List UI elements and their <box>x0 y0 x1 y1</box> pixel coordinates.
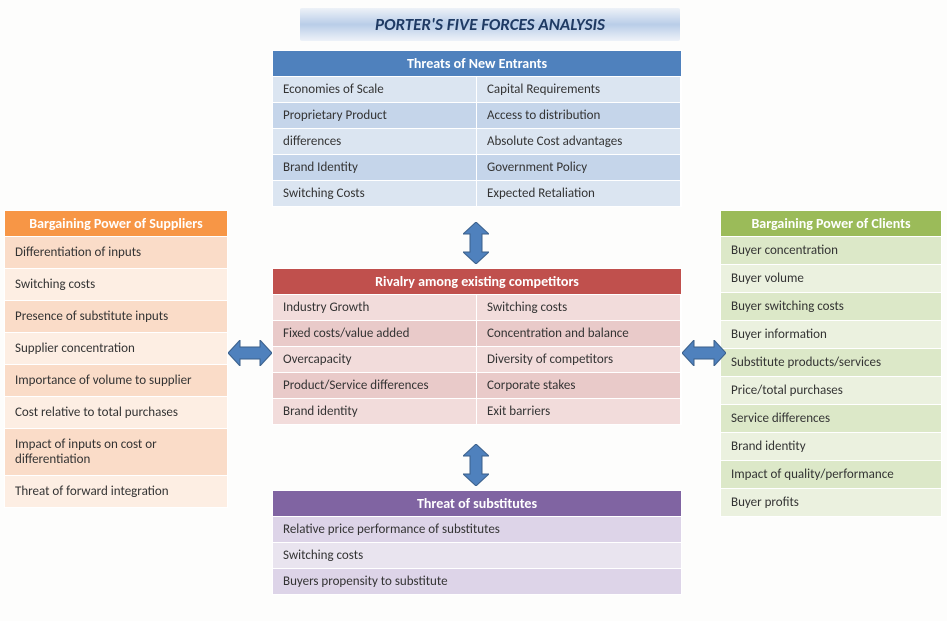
entrants-box: Threats of New Entrants Economies of Sca… <box>272 50 682 207</box>
list-item: Brand identity <box>273 398 477 424</box>
list-item: Supplier concentration <box>5 332 227 364</box>
list-item: Threat of forward integration <box>5 475 227 507</box>
rivalry-right-col: Switching costs Concentration and balanc… <box>477 294 681 424</box>
list-item: Economies of Scale <box>273 76 477 102</box>
list-item: Proprietary Product <box>273 102 477 128</box>
list-item: Industry Growth <box>273 294 477 320</box>
list-item: Fixed costs/value added <box>273 320 477 346</box>
list-item: Buyer concentration <box>721 236 941 264</box>
list-item: Substitute products/services <box>721 348 941 376</box>
list-item: Switching costs <box>5 268 227 300</box>
list-item: differences <box>273 128 477 154</box>
rivalry-header: Rivalry among existing competitors <box>273 269 681 294</box>
list-item: Buyer profits <box>721 488 941 516</box>
list-item: Buyer volume <box>721 264 941 292</box>
list-item: Government Policy <box>477 154 681 180</box>
arrow-right-icon <box>228 340 272 366</box>
substitutes-box: Threat of substitutes Relative price per… <box>272 490 682 595</box>
list-item: Concentration and balance <box>477 320 681 346</box>
suppliers-header: Bargaining Power of Suppliers <box>5 211 227 236</box>
list-item: Switching costs <box>477 294 681 320</box>
arrow-down-icon <box>463 444 489 486</box>
entrants-right-col: Capital Requirements Access to distribut… <box>477 76 681 206</box>
list-item: Exit barriers <box>477 398 681 424</box>
list-item: Buyer information <box>721 320 941 348</box>
suppliers-box: Bargaining Power of Suppliers Differenti… <box>4 210 228 508</box>
arrow-right-icon <box>682 340 726 366</box>
list-item: Price/total purchases <box>721 376 941 404</box>
list-item: Service differences <box>721 404 941 432</box>
list-item: Switching costs <box>273 542 681 568</box>
list-item: Capital Requirements <box>477 76 681 102</box>
list-item: Buyer switching costs <box>721 292 941 320</box>
list-item: Product/Service differences <box>273 372 477 398</box>
rivalry-box: Rivalry among existing competitors Indus… <box>272 268 682 425</box>
entrants-header: Threats of New Entrants <box>273 51 681 76</box>
list-item: Relative price performance of substitute… <box>273 516 681 542</box>
list-item: Diversity of competitors <box>477 346 681 372</box>
list-item: Switching Costs <box>273 180 477 206</box>
list-item: Brand Identity <box>273 154 477 180</box>
clients-box: Bargaining Power of Clients Buyer concen… <box>720 210 942 517</box>
list-item: Buyers propensity to substitute <box>273 568 681 594</box>
list-item: Cost relative to total purchases <box>5 396 227 428</box>
list-item: Presence of substitute inputs <box>5 300 227 332</box>
list-item: Corporate stakes <box>477 372 681 398</box>
entrants-left-col: Economies of Scale Proprietary Product d… <box>273 76 477 206</box>
list-item: Impact of inputs on cost or differentiat… <box>5 428 227 475</box>
list-item: Access to distribution <box>477 102 681 128</box>
substitutes-header: Threat of substitutes <box>273 491 681 516</box>
clients-header: Bargaining Power of Clients <box>721 211 941 236</box>
list-item: Impact of quality/performance <box>721 460 941 488</box>
list-item: Absolute Cost advantages <box>477 128 681 154</box>
list-item: Brand identity <box>721 432 941 460</box>
list-item: Differentiation of inputs <box>5 236 227 268</box>
arrow-down-icon <box>463 222 489 264</box>
page-title: PORTER'S FIVE FORCES ANALYSIS <box>300 8 680 41</box>
rivalry-left-col: Industry Growth Fixed costs/value added … <box>273 294 477 424</box>
list-item: Expected Retaliation <box>477 180 681 206</box>
list-item: Overcapacity <box>273 346 477 372</box>
list-item: Importance of volume to supplier <box>5 364 227 396</box>
